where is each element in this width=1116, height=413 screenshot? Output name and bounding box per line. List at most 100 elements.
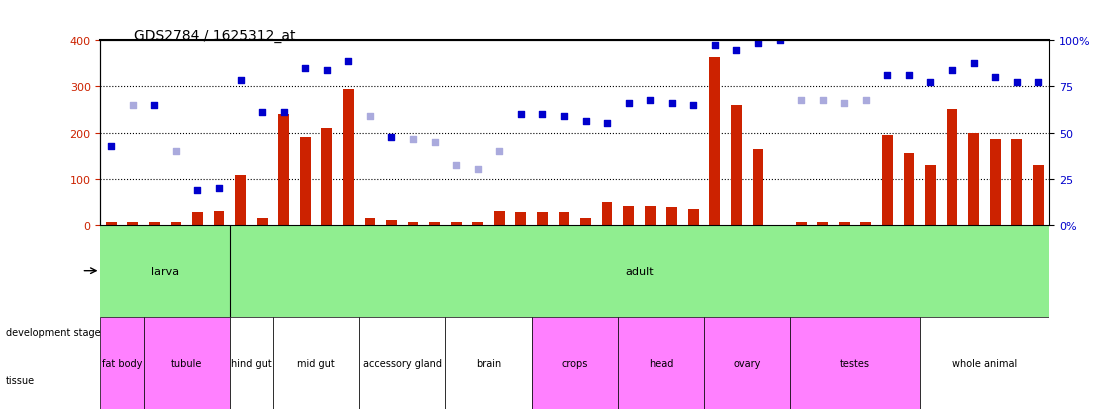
Bar — [537, 212, 548, 225]
Text: tubule: tubule — [171, 358, 202, 368]
Text: fat body: fat body — [102, 358, 142, 368]
Point — [425, 139, 443, 146]
Point — [167, 148, 185, 155]
Point — [943, 68, 961, 74]
Point — [684, 102, 702, 109]
Text: brain: brain — [475, 358, 501, 368]
Bar — [839, 223, 849, 225]
Point — [792, 98, 810, 104]
FancyBboxPatch shape — [445, 317, 531, 409]
Bar — [882, 135, 893, 225]
Point — [878, 72, 896, 79]
Text: head: head — [648, 358, 673, 368]
Point — [835, 100, 853, 107]
Bar — [904, 154, 914, 225]
Bar — [516, 212, 527, 225]
Bar — [321, 128, 333, 225]
Point — [297, 66, 315, 72]
Point — [339, 59, 357, 65]
Point — [189, 188, 206, 194]
FancyBboxPatch shape — [144, 317, 230, 409]
Text: accessory gland: accessory gland — [363, 358, 442, 368]
Bar — [365, 218, 375, 225]
Text: testes: testes — [840, 358, 870, 368]
FancyBboxPatch shape — [273, 317, 359, 409]
Point — [275, 109, 292, 116]
Point — [512, 112, 530, 118]
Text: crops: crops — [561, 358, 588, 368]
Bar — [213, 211, 224, 225]
Text: mid gut: mid gut — [297, 358, 335, 368]
FancyBboxPatch shape — [100, 317, 144, 409]
Point — [404, 137, 422, 143]
Point — [490, 148, 508, 155]
Point — [749, 40, 767, 47]
Point — [145, 102, 163, 109]
Point — [1008, 79, 1026, 86]
Bar — [1011, 140, 1022, 225]
Bar — [860, 223, 872, 225]
Bar — [645, 206, 655, 225]
Point — [728, 47, 745, 54]
Bar — [990, 140, 1001, 225]
Text: tissue: tissue — [6, 375, 35, 385]
Point — [253, 109, 271, 116]
Point — [987, 75, 1004, 81]
Point — [577, 119, 595, 125]
Bar — [386, 221, 397, 225]
Bar — [1033, 165, 1043, 225]
Bar — [407, 223, 418, 225]
FancyBboxPatch shape — [920, 317, 1049, 409]
FancyBboxPatch shape — [790, 317, 920, 409]
Point — [124, 102, 142, 109]
Point — [232, 77, 250, 84]
Bar — [925, 165, 936, 225]
FancyBboxPatch shape — [704, 317, 790, 409]
FancyBboxPatch shape — [531, 317, 618, 409]
Point — [706, 43, 724, 49]
Bar — [752, 149, 763, 225]
Bar — [257, 218, 268, 225]
Bar — [602, 202, 613, 225]
Point — [210, 185, 228, 192]
Bar — [192, 212, 203, 225]
Bar — [148, 223, 160, 225]
Bar — [559, 212, 569, 225]
Point — [448, 162, 465, 169]
Text: ovary: ovary — [733, 358, 761, 368]
Bar — [580, 218, 590, 225]
Bar — [451, 223, 462, 225]
Text: adult: adult — [625, 266, 654, 276]
Bar — [817, 223, 828, 225]
Text: hind gut: hind gut — [231, 358, 271, 368]
Bar — [300, 138, 310, 225]
Bar — [235, 176, 246, 225]
Bar — [731, 106, 742, 225]
Point — [771, 38, 789, 45]
Bar — [430, 223, 440, 225]
FancyBboxPatch shape — [230, 317, 273, 409]
Point — [857, 98, 875, 104]
Bar — [343, 90, 354, 225]
Text: development stage: development stage — [6, 328, 100, 337]
Point — [814, 98, 831, 104]
Point — [598, 121, 616, 127]
Point — [1029, 79, 1047, 86]
Bar — [171, 223, 181, 225]
Bar — [472, 223, 483, 225]
Point — [555, 114, 573, 121]
Point — [360, 114, 378, 121]
Text: whole animal: whole animal — [952, 358, 1017, 368]
FancyBboxPatch shape — [618, 317, 704, 409]
Bar — [687, 209, 699, 225]
Point — [103, 144, 121, 150]
Bar — [106, 223, 116, 225]
Text: larva: larva — [151, 266, 180, 276]
Point — [619, 100, 637, 107]
Point — [383, 135, 401, 141]
Text: GDS2784 / 1625312_at: GDS2784 / 1625312_at — [134, 29, 296, 43]
Point — [899, 72, 917, 79]
Bar — [710, 57, 720, 225]
Point — [964, 61, 982, 68]
Point — [533, 112, 551, 118]
